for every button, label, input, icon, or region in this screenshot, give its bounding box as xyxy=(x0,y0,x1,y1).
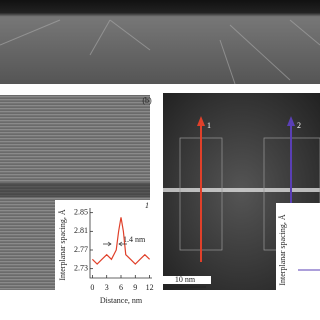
interface-line xyxy=(163,188,320,192)
arrow-label: 1 xyxy=(207,121,211,130)
y-tick-label: 2.81 xyxy=(74,226,88,235)
y-tick-label: 2.77 xyxy=(74,245,88,254)
curve-label: 1 xyxy=(145,201,149,210)
interface-band xyxy=(0,183,150,197)
x-tick-label: 12 xyxy=(146,283,154,292)
width-marker xyxy=(103,241,127,247)
defect-lines xyxy=(0,19,320,85)
arrow-label: 2 xyxy=(297,121,301,130)
y-tick-label: 2.85 xyxy=(74,207,88,216)
curve xyxy=(91,217,151,265)
inset-2 xyxy=(276,203,320,307)
x-tick-label: 0 xyxy=(90,283,94,292)
y-axis-label: Interplanar spacing, Å xyxy=(58,209,67,281)
arrow-head xyxy=(287,116,295,126)
scale-bar-label: 10 nm xyxy=(175,275,196,284)
panel-label: (b) xyxy=(142,96,152,105)
inset-2-y-label: Interplanar spacing, Å xyxy=(278,214,287,286)
arrow-head xyxy=(197,116,205,126)
x-tick-label: 3 xyxy=(105,283,109,292)
scale-bar-bg xyxy=(163,276,211,284)
micrograph-top xyxy=(0,0,320,84)
y-tick-label: 2.73 xyxy=(74,263,88,272)
annotation: 1.4 nm xyxy=(123,235,146,244)
inset-1 xyxy=(55,200,153,306)
x-axis-label: Distance, nm xyxy=(100,296,143,305)
x-tick-label: 9 xyxy=(133,283,137,292)
x-tick-label: 6 xyxy=(119,283,123,292)
